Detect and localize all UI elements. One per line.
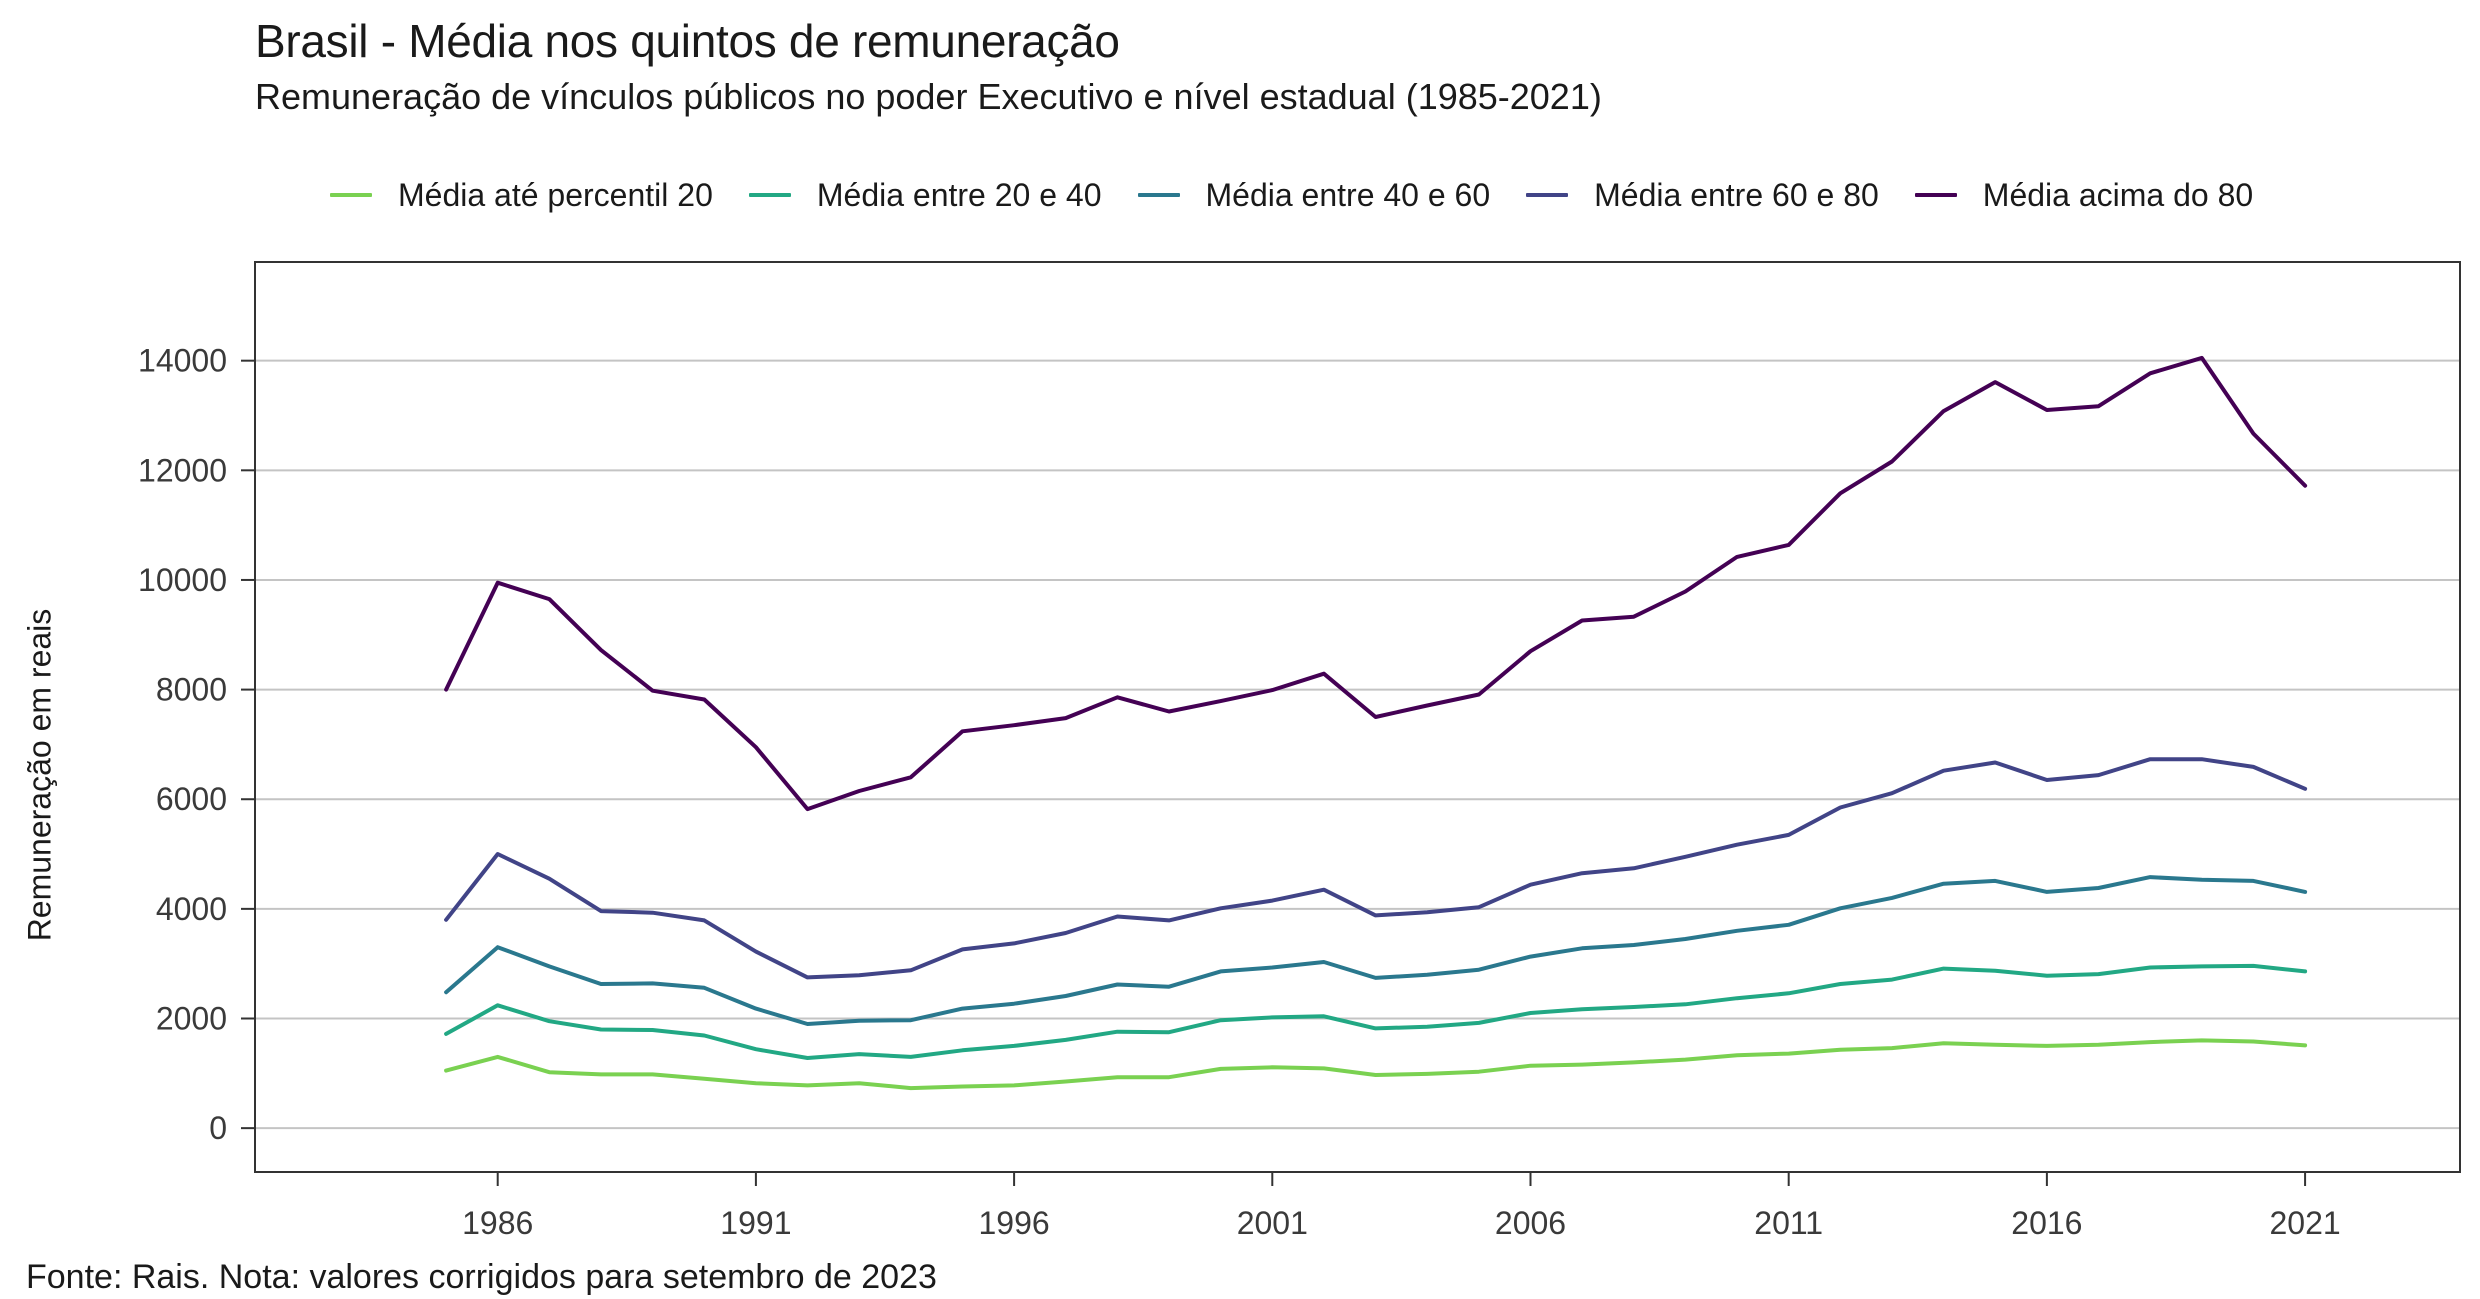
legend-swatch xyxy=(1526,193,1569,197)
legend-label: Média entre 20 e 40 xyxy=(816,176,1102,213)
series-line-2 xyxy=(444,963,2308,1060)
y-tick-label: 8000 xyxy=(156,672,227,708)
legend-item: Média entre 60 e 80 xyxy=(1526,177,1879,214)
y-tick-label: 14000 xyxy=(138,343,227,379)
x-tick-label: 2001 xyxy=(1237,1205,1308,1241)
legend-label: Média entre 40 e 60 xyxy=(1205,176,1491,213)
series-line-4 xyxy=(444,757,2308,980)
y-tick-label: 4000 xyxy=(156,891,227,927)
series-line-5 xyxy=(444,355,2308,812)
legend-swatch xyxy=(330,193,372,197)
x-tick-label: 2021 xyxy=(2269,1205,2340,1241)
legend-label: Média até percentil 20 xyxy=(398,176,713,213)
legend-item: Média entre 20 e 40 xyxy=(748,176,1102,214)
source-caption: Fonte: Rais. Nota: valores corrigidos pa… xyxy=(26,1258,937,1296)
legend-item: Média acima do 80 xyxy=(1914,176,2254,214)
y-tick-label: 0 xyxy=(209,1110,227,1146)
x-tick-label: 1986 xyxy=(462,1205,533,1241)
chart-legend: Média até percentil 20 Média entre 20 e 4… xyxy=(330,170,2289,220)
legend-label: Média entre 60 e 80 xyxy=(1594,176,1879,213)
legend-item: Média entre 40 e 60 xyxy=(1137,176,1491,214)
chart-subtitle: Remuneração de vínculos públicos no pode… xyxy=(255,76,1602,117)
legend-swatch xyxy=(748,193,791,197)
y-tick-label: 12000 xyxy=(138,452,227,488)
y-tick-label: 2000 xyxy=(156,1001,227,1037)
x-tick-label: 2016 xyxy=(2011,1205,2082,1241)
legend-label: Média acima do 80 xyxy=(1982,176,2254,213)
series-line-1 xyxy=(444,1038,2308,1091)
x-tick-label: 1991 xyxy=(720,1205,791,1241)
x-tick-label: 2011 xyxy=(1754,1205,1823,1241)
x-tick-label: 1996 xyxy=(979,1205,1050,1241)
y-tick-label: 10000 xyxy=(138,562,227,598)
x-tick-label: 2006 xyxy=(1495,1205,1566,1241)
legend-swatch xyxy=(1914,193,1957,197)
legend-item: Média até percentil 20 xyxy=(330,177,713,214)
chart-title: Brasil - Média nos quintos de remuneraçã… xyxy=(255,15,1120,67)
series-line-3 xyxy=(444,875,2308,1026)
plot-frame xyxy=(254,261,2461,1173)
y-tick-label: 6000 xyxy=(156,781,227,817)
legend-swatch xyxy=(1137,193,1180,197)
